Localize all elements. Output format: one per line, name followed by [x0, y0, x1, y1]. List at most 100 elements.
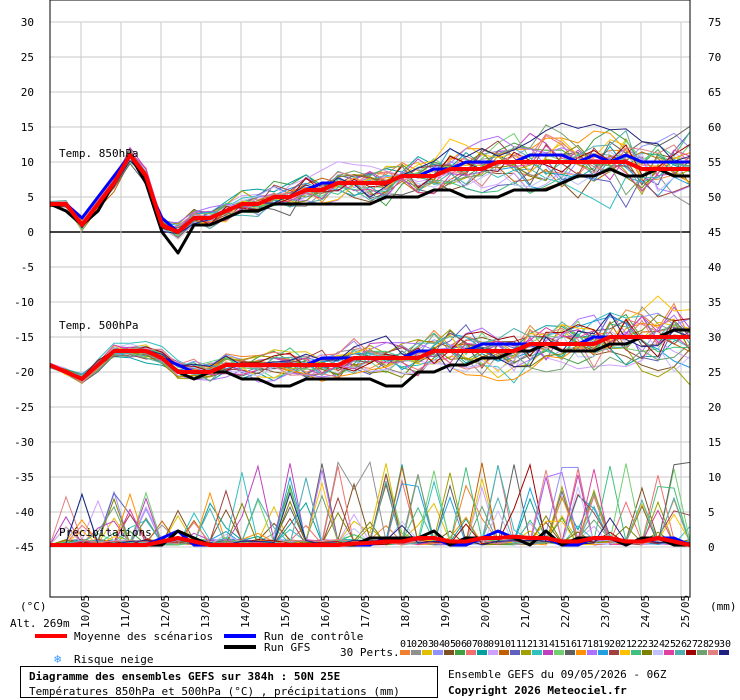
- pert-legend-swatch: [675, 650, 685, 655]
- series-line: [50, 534, 691, 547]
- y-right-tick: 65: [708, 86, 721, 99]
- pert-legend-swatch: [411, 650, 421, 655]
- pert-legend-label: 13: [532, 639, 544, 650]
- y-right-tick: 35: [708, 296, 721, 309]
- altitude-label: Alt. 269m: [10, 617, 70, 630]
- pert-legend-label: 26: [675, 639, 687, 650]
- pert-legend-label: 17: [576, 639, 588, 650]
- series-line: [49, 153, 690, 255]
- pert-legend-label: 22: [631, 639, 643, 650]
- y-left-tick: 25: [21, 51, 34, 64]
- y-right-tick: 40: [708, 261, 721, 274]
- pert-legend-swatch: [554, 650, 564, 655]
- pert-legend-label: 27: [686, 639, 698, 650]
- pert-legend-label: 21: [620, 639, 632, 650]
- y-left-tick: -45: [14, 541, 34, 554]
- pert-legend-label: 24: [653, 639, 665, 650]
- pert-legend-swatch: [708, 650, 718, 655]
- y-right-tick: 75: [708, 16, 721, 29]
- panel-label: Temp. 850hPa: [59, 147, 138, 160]
- pert-legend-label: 23: [642, 639, 654, 650]
- y-left-tick: 30: [21, 16, 34, 29]
- y-left-tick: -15: [14, 331, 34, 344]
- unit-right-label: (mm): [710, 600, 737, 613]
- pert-legend-label: 07: [466, 639, 478, 650]
- footer-box: Diagramme des ensembles GEFS sur 384h : …: [20, 666, 438, 698]
- pert-legend-label: 01: [400, 639, 412, 650]
- panel-label: Temp. 500hPa: [59, 319, 138, 332]
- x-tick: 24/05: [639, 595, 652, 628]
- pert-legend-label: 25: [664, 639, 676, 650]
- y-left-tick: -35: [14, 471, 34, 484]
- perts-legend: 0102030405060708091011121314151617181920…: [400, 639, 731, 655]
- y-left-tick: -5: [21, 261, 34, 274]
- legend-snow-label: Risque neige: [74, 653, 153, 666]
- plot-frame: [49, 0, 691, 598]
- y-left-tick: -40: [14, 506, 34, 519]
- pert-legend-swatch: [521, 650, 531, 655]
- pert-legend-label: 08: [477, 639, 489, 650]
- x-tick: 21/05: [519, 595, 532, 628]
- perturbation-line: [49, 343, 691, 383]
- pert-legend-label: 10: [499, 639, 511, 650]
- perturbation-line: [49, 312, 691, 380]
- pert-legend-label: 18: [587, 639, 599, 650]
- pert-legend-swatch: [565, 650, 575, 655]
- pert-legend-swatch: [598, 650, 608, 655]
- perturbation-line: [49, 314, 691, 378]
- x-tick: 23/05: [599, 595, 612, 628]
- y-right-tick: 45: [708, 226, 721, 239]
- pert-legend-label: 28: [697, 639, 709, 650]
- pert-legend-swatch: [477, 650, 487, 655]
- x-tick: 19/05: [439, 595, 452, 628]
- x-tick: 12/05: [159, 595, 172, 628]
- y-left-tick: -30: [14, 436, 34, 449]
- x-tick: 14/05: [239, 595, 252, 628]
- pert-legend-swatch: [697, 650, 707, 655]
- y-right-tick: 70: [708, 51, 721, 64]
- y-right-tick: 25: [708, 366, 721, 379]
- y-right-tick: 30: [708, 331, 721, 344]
- y-left-tick: 15: [21, 121, 34, 134]
- pert-legend-swatch: [488, 650, 498, 655]
- pert-legend-swatch: [609, 650, 619, 655]
- pert-legend-swatch: [686, 650, 696, 655]
- pert-legend-label: 11: [510, 639, 522, 650]
- pert-legend-label: 09: [488, 639, 500, 650]
- pert-legend-label: 03: [422, 639, 434, 650]
- series-line: [50, 529, 690, 547]
- pert-legend-swatch: [653, 650, 663, 655]
- perturbation-line: [49, 319, 691, 384]
- pert-legend-label: 05: [444, 639, 456, 650]
- pert-legend-label: 15: [554, 639, 566, 650]
- pert-legend-label: 30: [719, 639, 731, 650]
- panel-labels: Temp. 850hPa Temp. 500hPa Précipitations: [59, 147, 152, 539]
- pert-legend-label: 12: [521, 639, 533, 650]
- x-tick: 15/05: [279, 595, 292, 628]
- y-left-tick: -25: [14, 401, 34, 414]
- x-tick: 13/05: [199, 595, 212, 628]
- x-tick: 11/05: [119, 595, 132, 628]
- y-right-tick: 5: [708, 506, 715, 519]
- pert-legend-swatch: [543, 650, 553, 655]
- y-right-tick: 60: [708, 121, 721, 134]
- series-line: [49, 335, 690, 381]
- series-line: [50, 529, 691, 547]
- pert-legend-label: 04: [433, 639, 445, 650]
- pert-legend-label: 14: [543, 639, 555, 650]
- run-info: Ensemble GEFS du 09/05/2026 - 06Z: [448, 668, 667, 681]
- pert-legend-swatch: [444, 650, 454, 655]
- y-left-tick: 5: [27, 191, 34, 204]
- panel-label: Précipitations: [59, 526, 152, 539]
- pert-legend-swatch: [587, 650, 597, 655]
- y-right-tick: 0: [708, 541, 715, 554]
- pert-legend-label: 20: [609, 639, 621, 650]
- pert-legend-swatch: [499, 650, 509, 655]
- pert-legend-swatch: [455, 650, 465, 655]
- pert-legend-swatch: [400, 650, 410, 655]
- y-left-tick: 10: [21, 156, 34, 169]
- pert-legend-swatch: [422, 650, 432, 655]
- pert-legend-swatch: [631, 650, 641, 655]
